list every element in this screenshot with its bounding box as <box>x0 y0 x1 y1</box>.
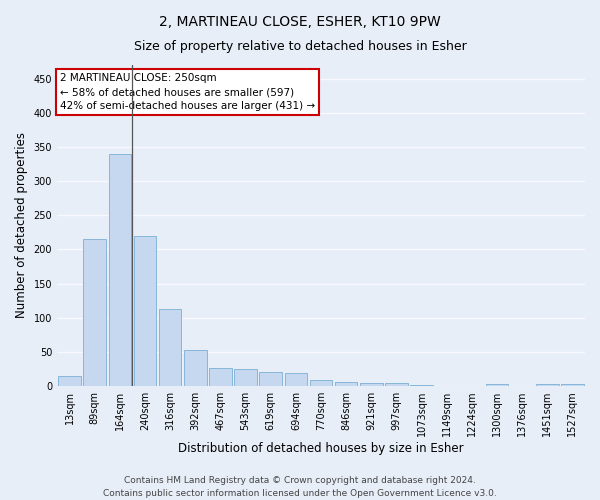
Text: 2 MARTINEAU CLOSE: 250sqm
← 58% of detached houses are smaller (597)
42% of semi: 2 MARTINEAU CLOSE: 250sqm ← 58% of detac… <box>59 73 315 111</box>
Bar <box>184 350 206 386</box>
Bar <box>134 236 157 386</box>
Text: Size of property relative to detached houses in Esher: Size of property relative to detached ho… <box>134 40 466 53</box>
Bar <box>410 384 433 386</box>
X-axis label: Distribution of detached houses by size in Esher: Distribution of detached houses by size … <box>178 442 464 455</box>
Bar <box>234 369 257 386</box>
Bar <box>561 384 584 386</box>
Bar <box>83 239 106 386</box>
Bar <box>209 368 232 386</box>
Bar <box>284 373 307 386</box>
Bar <box>159 310 181 386</box>
Bar <box>58 376 81 386</box>
Bar <box>310 380 332 386</box>
Text: Contains HM Land Registry data © Crown copyright and database right 2024.
Contai: Contains HM Land Registry data © Crown c… <box>103 476 497 498</box>
Bar <box>536 384 559 386</box>
Bar <box>259 372 282 386</box>
Bar <box>360 383 383 386</box>
Bar <box>109 154 131 386</box>
Text: 2, MARTINEAU CLOSE, ESHER, KT10 9PW: 2, MARTINEAU CLOSE, ESHER, KT10 9PW <box>159 15 441 29</box>
Bar <box>335 382 358 386</box>
Bar <box>485 384 508 386</box>
Y-axis label: Number of detached properties: Number of detached properties <box>15 132 28 318</box>
Bar <box>385 383 408 386</box>
